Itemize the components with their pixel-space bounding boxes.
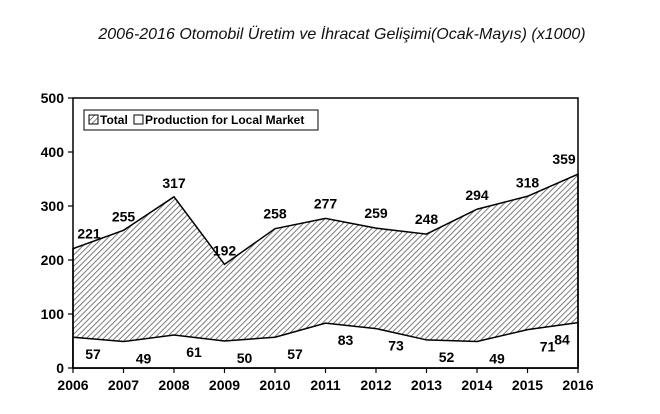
legend-label-local: Production for Local Market — [145, 113, 304, 127]
data-label-local: 73 — [388, 338, 404, 354]
data-label-local: 57 — [287, 346, 303, 362]
data-label-total: 317 — [162, 175, 186, 191]
area-local-market — [72, 321, 579, 369]
legend-swatch-total — [88, 114, 99, 125]
x-tick-label: 2012 — [360, 377, 391, 393]
x-tick-label: 2011 — [310, 377, 341, 393]
data-label-total: 294 — [465, 187, 489, 203]
data-label-total: 255 — [112, 208, 136, 224]
data-label-local: 61 — [186, 344, 202, 360]
x-tick-label: 2014 — [461, 377, 492, 393]
x-tick-label: 2010 — [259, 377, 290, 393]
data-label-local: 84 — [554, 332, 570, 348]
data-label-local: 83 — [338, 332, 354, 348]
legend-label-total: Total — [100, 113, 128, 127]
data-label-local: 71 — [540, 339, 556, 355]
x-tick-label: 2006 — [57, 377, 88, 393]
x-tick-label: 2015 — [512, 377, 543, 393]
data-label-total: 318 — [516, 174, 540, 190]
data-label-local: 57 — [85, 346, 101, 362]
legend-swatch-local — [133, 114, 144, 125]
data-label-total: 248 — [415, 211, 439, 227]
data-label-total: 221 — [77, 226, 101, 242]
data-label-local: 49 — [136, 351, 152, 367]
y-tick-label: 200 — [41, 252, 65, 268]
y-tick-label: 300 — [41, 198, 65, 214]
x-tick-label: 2013 — [411, 377, 442, 393]
data-label-total: 277 — [314, 195, 338, 211]
x-tick-label: 2007 — [108, 377, 139, 393]
area-total — [72, 172, 579, 369]
x-tick-label: 2016 — [562, 377, 593, 393]
chart-title: 2006-2016 Otomobil Üretim ve İhracat Gel… — [98, 26, 586, 43]
data-label-local: 49 — [489, 351, 505, 367]
data-label-local: 52 — [439, 349, 455, 365]
data-label-total: 192 — [213, 242, 237, 258]
data-label-total: 258 — [263, 206, 287, 222]
y-tick-label: 500 — [41, 90, 65, 106]
x-tick-label: 2008 — [158, 377, 189, 393]
data-label-total: 259 — [364, 205, 388, 221]
x-tick-label: 2009 — [209, 377, 240, 393]
y-tick-label: 400 — [41, 144, 65, 160]
y-tick-label: 100 — [41, 306, 65, 322]
data-label-total: 359 — [552, 151, 576, 167]
y-tick-label: 0 — [56, 360, 64, 376]
data-label-local: 50 — [237, 350, 253, 366]
